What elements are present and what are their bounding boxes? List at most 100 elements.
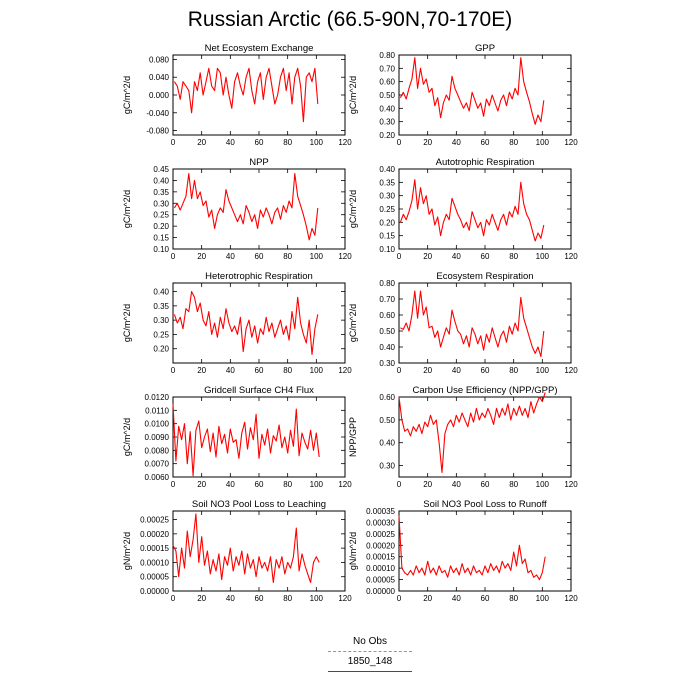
y-tick-label: 0.00000 (140, 587, 169, 596)
plot-frame (172, 282, 346, 364)
y-tick-label: 0.40 (379, 104, 395, 113)
x-tick-label: 80 (283, 252, 292, 261)
chart-panel-0: Net Ecosystem Exchange gC/m^2/d 0 20 40 60 80 1… (122, 43, 352, 147)
chart-title: Carbon Use Efficiency (NPP/GPP) (412, 385, 557, 396)
x-tick-label: 20 (197, 252, 206, 261)
chart-title: Ecosystem Respiration (436, 271, 533, 282)
y-tick-label: 0.080 (149, 55, 170, 64)
x-tick-label: 40 (452, 366, 461, 375)
x-tick-label: 60 (481, 252, 490, 261)
x-tick-label: 20 (423, 480, 432, 489)
y-tick-label: 0.40 (379, 439, 395, 448)
chart-title: NPP (249, 157, 269, 168)
x-tick-label: 120 (338, 252, 352, 261)
x-tick-label: 40 (226, 594, 235, 603)
y-tick-label: 0.70 (379, 295, 395, 304)
x-tick-label: 60 (255, 138, 264, 147)
y-tick-label: 0.15 (379, 232, 395, 241)
y-tick-label: 0.00015 (140, 544, 169, 553)
x-tick-label: 0 (397, 366, 402, 375)
x-tick-label: 20 (423, 366, 432, 375)
x-tick-label: 100 (536, 480, 550, 489)
chart-title: Heterotrophic Respiration (205, 271, 313, 282)
y-axis-label: gC/m^2/d (122, 76, 132, 114)
x-tick-label: 60 (255, 252, 264, 261)
x-tick-label: 40 (452, 138, 461, 147)
x-tick-label: 120 (338, 480, 352, 489)
plot-frame (172, 168, 346, 250)
y-tick-label: 0.0090 (145, 433, 170, 442)
y-tick-label: 0.30 (379, 359, 395, 368)
x-tick-label: 100 (536, 594, 550, 603)
x-tick-label: 60 (255, 594, 264, 603)
x-tick-label: 120 (564, 480, 578, 489)
x-tick-label: 0 (397, 252, 402, 261)
y-tick-label: 0.30 (153, 199, 169, 208)
y-tick-label: 0.35 (153, 302, 169, 311)
y-tick-label: 0.30 (379, 462, 395, 471)
chart-panel-9: Soil NO3 Pool Loss to Runoff gN/m^2/d 0 20 4… (348, 499, 578, 603)
plot-frame (398, 510, 572, 592)
y-tick-label: 0.40 (153, 288, 169, 297)
chart-panel-4: Heterotrophic Respiration gC/m^2/d 0 20 40 60… (122, 271, 352, 375)
y-tick-label: 0.00005 (140, 573, 169, 582)
y-tick-label: 0.00035 (366, 507, 395, 516)
y-tick-label: 0.15 (153, 234, 169, 243)
x-tick-label: 120 (564, 138, 578, 147)
x-tick-label: 40 (226, 252, 235, 261)
series-line (173, 67, 319, 123)
x-tick-label: 20 (197, 138, 206, 147)
x-tick-label: 20 (197, 594, 206, 603)
y-tick-label: 0.20 (379, 131, 395, 140)
x-tick-label: 60 (481, 138, 490, 147)
plot-frame (398, 54, 572, 136)
series-line (400, 290, 545, 358)
series-line (173, 173, 319, 241)
x-tick-label: 100 (536, 138, 550, 147)
chart-panel-1: GPP gC/m^2/d 0 20 40 60 80 100 120 0.20 0.30 0.40 0.… (348, 43, 578, 147)
x-tick-label: 20 (423, 594, 432, 603)
y-tick-label: 0.0120 (145, 393, 170, 402)
y-tick-label: 0.60 (379, 78, 395, 87)
y-tick-label: 0.0080 (145, 446, 170, 455)
y-tick-label: 0.00020 (140, 530, 169, 539)
y-tick-label: 0.25 (153, 211, 169, 220)
x-tick-label: 100 (536, 252, 550, 261)
y-tick-label: 0.80 (379, 279, 395, 288)
y-tick-label: 0.00000 (366, 587, 395, 596)
y-tick-label: 0.40 (153, 176, 169, 185)
page-title: Russian Arctic (66.5-90N,70-170E) (187, 8, 513, 31)
series-line (172, 513, 320, 583)
x-tick-label: 80 (283, 594, 292, 603)
y-tick-label: 0.0060 (145, 473, 170, 482)
y-tick-label: 0.00025 (140, 516, 169, 525)
y-axis-label: gC/m^2/d (122, 304, 132, 342)
chart-panel-6: Gridcell Surface CH4 Flux gC/m^2/d 0 20 40 60… (122, 385, 352, 489)
y-tick-label: 0.50 (379, 416, 395, 425)
y-tick-label: 0.00005 (366, 576, 395, 585)
x-tick-label: 0 (397, 480, 402, 489)
x-tick-label: 0 (397, 594, 402, 603)
plot-frame (398, 282, 572, 364)
y-tick-label: -0.040 (146, 109, 169, 118)
x-tick-label: 0 (171, 366, 176, 375)
x-tick-label: 20 (197, 480, 206, 489)
x-tick-label: 60 (481, 594, 490, 603)
x-tick-label: 100 (310, 480, 324, 489)
chart-title: GPP (475, 43, 495, 54)
x-tick-label: 100 (310, 252, 324, 261)
x-tick-label: 100 (310, 366, 324, 375)
y-axis-label: NPP/GPP (348, 417, 358, 457)
y-axis-label: gC/m^2/d (348, 76, 358, 114)
y-tick-label: 0.50 (379, 91, 395, 100)
plot-frame (172, 510, 346, 592)
y-tick-label: 0.000 (149, 91, 170, 100)
y-tick-label: 0.40 (379, 165, 395, 174)
series-line (399, 57, 545, 125)
y-tick-label: 0.30 (379, 192, 395, 201)
x-tick-label: 80 (509, 594, 518, 603)
x-tick-label: 80 (283, 138, 292, 147)
series-line (398, 392, 546, 473)
y-tick-label: 0.10 (153, 245, 169, 254)
x-tick-label: 80 (509, 252, 518, 261)
